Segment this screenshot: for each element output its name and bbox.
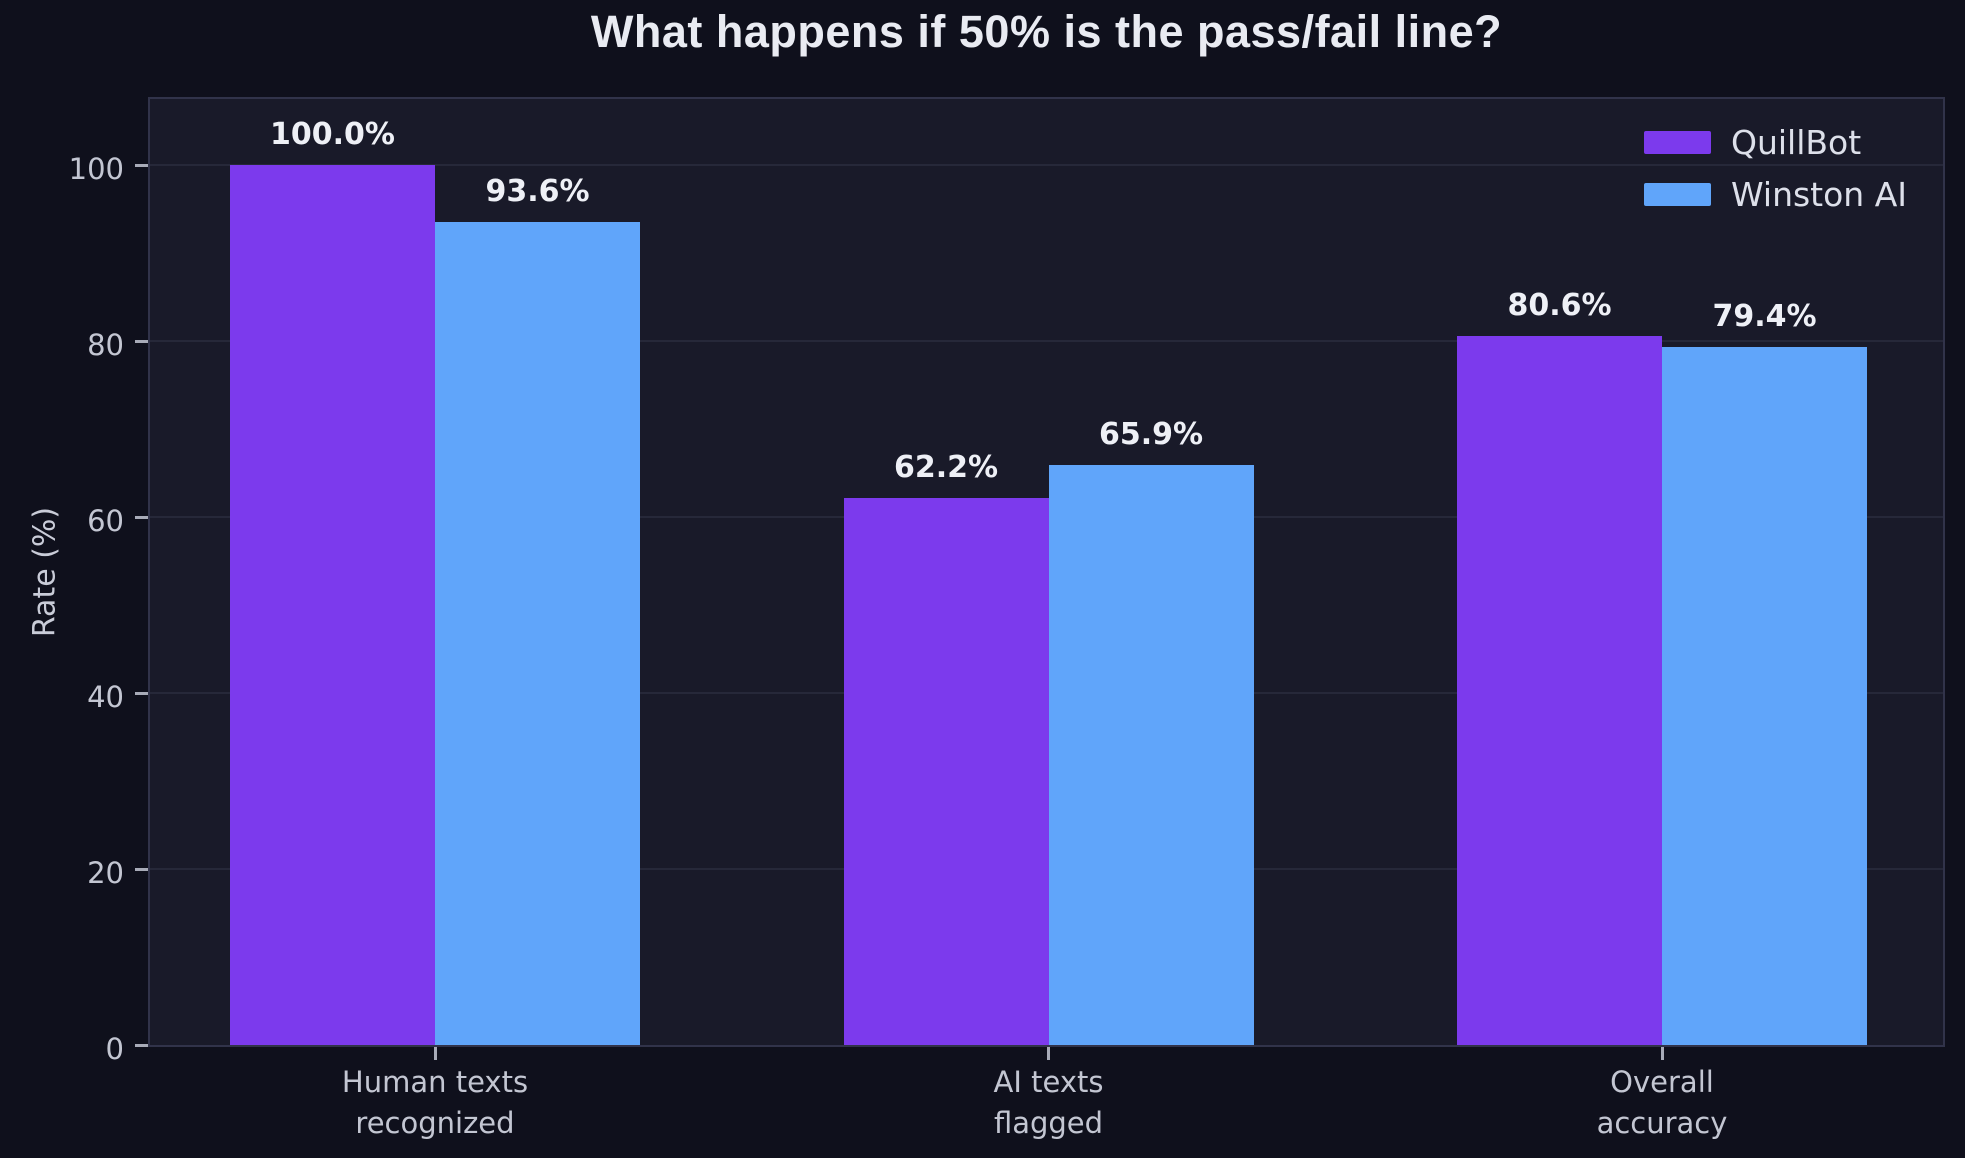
bar-quillbot-0 (230, 165, 435, 1045)
y-tick-mark-100 (135, 163, 148, 167)
bar-winston-ai-1 (1048, 465, 1254, 1045)
x-category-label-0-line-1: recognized (355, 1106, 515, 1140)
x-tick-mark-1 (1047, 1047, 1050, 1060)
y-tick-mark-20 (135, 867, 148, 871)
bar-value-label-winston-ai-1: 65.9% (1098, 417, 1204, 453)
x-tick-mark-0 (433, 1047, 437, 1060)
legend-label-quillbot: QuillBot (1731, 123, 1862, 162)
y-tick-mark-60 (135, 515, 148, 519)
bar-quillbot-2 (1457, 336, 1662, 1045)
bar-quillbot-1 (843, 497, 1049, 1045)
y-axis-label: Rate (%) (27, 506, 63, 638)
y-tick-label-100: 100 (68, 152, 124, 187)
gridline-y-80 (150, 340, 1943, 343)
bar-value-label-winston-ai-2: 79.4% (1712, 298, 1817, 334)
y-tick-mark-80 (135, 339, 148, 343)
y-tick-label-40: 40 (87, 680, 124, 715)
x-category-label-2: Overall accuracy (1462, 1062, 1862, 1144)
x-category-label-2-line-1: accuracy (1596, 1106, 1728, 1140)
bar-winston-ai-2 (1662, 346, 1867, 1045)
y-tick-label-20: 20 (87, 856, 124, 891)
y-tick-mark-40 (135, 691, 148, 695)
x-category-label-1-line-0: AI texts (993, 1065, 1104, 1099)
x-category-label-0: Human texts recognized (235, 1062, 635, 1144)
bar-value-label-quillbot-2: 80.6% (1507, 288, 1612, 324)
gridline-y-100 (150, 164, 1943, 167)
legend-row-quillbot: QuillBot (1644, 123, 1907, 162)
legend-label-winston-ai: Winston AI (1731, 175, 1908, 214)
x-category-label-0-line-0: Human texts (341, 1065, 529, 1099)
x-category-label-1-line-1: flagged (993, 1106, 1104, 1140)
legend: QuillBot Winston AI (1644, 123, 1907, 214)
x-tick-mark-2 (1660, 1047, 1664, 1060)
bar-value-label-winston-ai-0: 93.6% (485, 173, 590, 209)
y-tick-mark-0 (135, 1043, 148, 1047)
legend-row-winston-ai: Winston AI (1644, 175, 1907, 214)
x-category-label-1: AI texts flagged (849, 1062, 1249, 1144)
x-category-label-2-line-0: Overall (1610, 1065, 1714, 1099)
y-tick-label-0: 0 (105, 1032, 124, 1066)
bar-value-label-quillbot-1: 62.2% (893, 449, 999, 485)
legend-swatch-winston-ai (1644, 183, 1711, 206)
chart-title: What happens if 50% is the pass/fail lin… (590, 6, 1503, 57)
plot-area: QuillBot Winston AI 0 20 40 60 80 100 Human tex… (69, 97, 1945, 1140)
bar-winston-ai-0 (435, 221, 640, 1045)
y-tick-label-60: 60 (87, 504, 124, 539)
bar-value-label-quillbot-0: 100.0% (270, 117, 395, 153)
legend-swatch-quillbot (1644, 131, 1711, 154)
y-tick-label-80: 80 (87, 328, 124, 363)
